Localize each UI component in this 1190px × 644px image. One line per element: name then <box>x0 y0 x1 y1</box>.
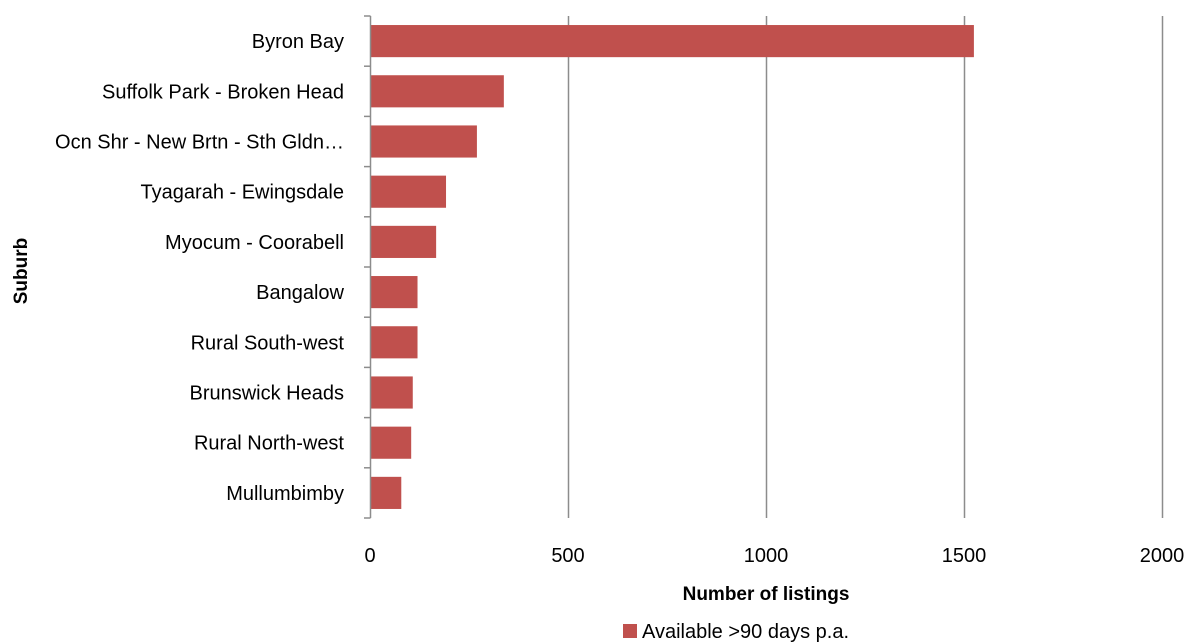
legend-label: Available >90 days p.a. <box>642 621 849 643</box>
bar <box>371 476 402 509</box>
bar <box>371 326 418 359</box>
x-tick-label: 1000 <box>744 545 789 567</box>
x-tick-label: 500 <box>551 545 584 567</box>
category-label: Rural South-west <box>191 332 345 354</box>
category-label: Myocum - Coorabell <box>165 232 344 254</box>
category-label: Tyagarah - Ewingsdale <box>141 182 344 204</box>
y-axis-title: Suburb <box>11 238 32 305</box>
bar <box>371 426 412 459</box>
gridlines <box>567 16 1164 518</box>
x-tick-label: 2000 <box>1140 545 1185 567</box>
x-axis-title: Number of listings <box>683 584 850 605</box>
x-tick-label: 0 <box>364 545 375 567</box>
x-tick-labels: 0 500 1000 1500 2000 <box>364 545 1184 567</box>
category-label: Mullumbimby <box>226 483 344 505</box>
bar <box>371 25 974 58</box>
category-label: Brunswick Heads <box>189 383 344 405</box>
axes <box>364 15 372 519</box>
legend: Available >90 days p.a. <box>623 621 849 643</box>
bar <box>371 225 437 258</box>
bar <box>371 75 504 108</box>
category-labels: Byron Bay Suffolk Park - Broken Head Ocn S… <box>55 31 345 505</box>
category-label: Ocn Shr - New Brtn - Sth Gldn… <box>55 132 344 154</box>
category-label: Bangalow <box>256 282 344 304</box>
legend-swatch <box>623 624 637 638</box>
category-label: Byron Bay <box>252 31 344 53</box>
bar <box>371 276 418 309</box>
bar <box>371 175 447 208</box>
category-label: Rural North-west <box>194 433 344 455</box>
bar <box>371 376 413 409</box>
x-tick-label: 1500 <box>942 545 987 567</box>
category-label: Suffolk Park - Broken Head <box>102 81 344 103</box>
bars <box>371 25 974 509</box>
bar <box>371 125 477 158</box>
